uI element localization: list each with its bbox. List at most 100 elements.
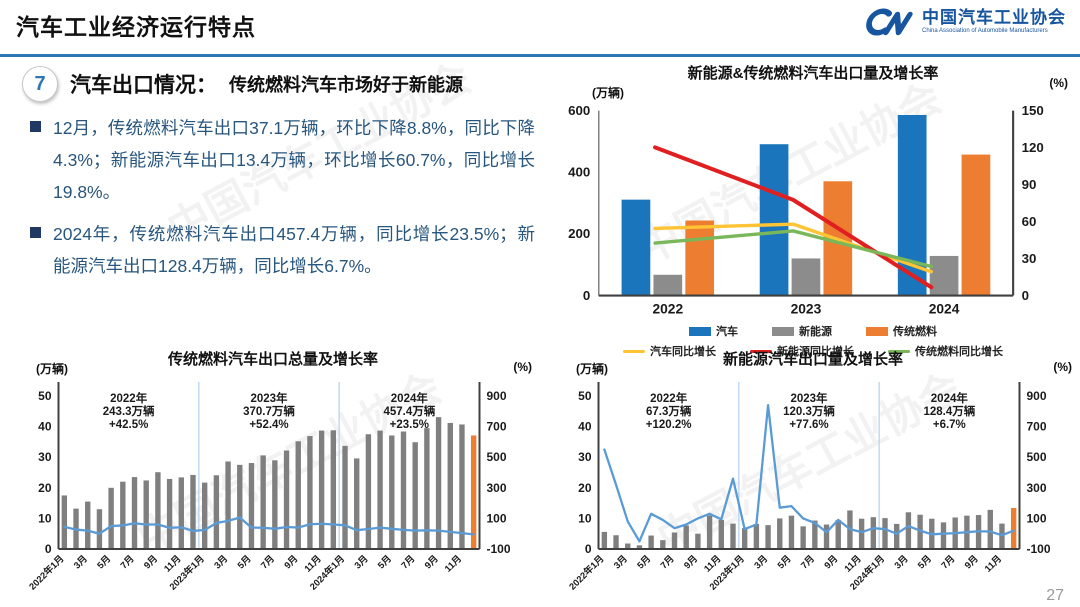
- svg-text:20: 20: [578, 481, 592, 495]
- svg-text:5月: 5月: [776, 553, 793, 570]
- svg-text:120: 120: [1022, 140, 1044, 155]
- legend-swatch-bar: [772, 326, 794, 336]
- svg-text:7月: 7月: [399, 553, 416, 570]
- svg-text:2023: 2023: [791, 301, 822, 317]
- svg-text:20: 20: [38, 481, 52, 495]
- fuel-monthly-plot: 0 10 20 30 40 50 -100 100 300 500 700 900 2022年1月 3月 5…: [27, 382, 511, 592]
- chart-legend: 汽车 新能源 传统燃料 汽车同比增长 新能源同比增长 传统燃料同比增长: [552, 323, 1074, 359]
- legend-item: 传统燃料: [866, 323, 937, 339]
- svg-text:100: 100: [487, 511, 507, 525]
- svg-text:10: 10: [578, 511, 592, 525]
- svg-text:90: 90: [1022, 177, 1037, 192]
- svg-text:60: 60: [1022, 214, 1037, 229]
- legend-item: 汽车同比增长: [623, 343, 716, 359]
- svg-text:600: 600: [568, 103, 590, 118]
- svg-text:9月: 9月: [682, 553, 699, 570]
- legend-item: 新能源: [772, 323, 832, 339]
- svg-text:3月: 3月: [353, 553, 370, 570]
- svg-text:11月: 11月: [302, 553, 323, 574]
- chart-title: 新能源汽车出口量及增长率: [722, 351, 903, 368]
- svg-text:3月: 3月: [612, 553, 629, 570]
- chart-yearly-export: 新能源&传统燃料汽车出口量及增长率 (万辆) (%) 0 200 400 600 0 30…: [552, 62, 1074, 358]
- chart-title: 传统燃料汽车出口总量及增长率: [167, 351, 378, 368]
- svg-text:3月: 3月: [212, 553, 229, 570]
- list-item: 12月，传统燃料汽车出口37.1万辆，环比下降8.8%，同比下降4.3%；新能源…: [30, 112, 535, 208]
- section-heading: 7 汽车出口情况： 传统燃料汽车市场好于新能源: [22, 66, 463, 102]
- svg-text:0: 0: [1022, 288, 1029, 303]
- logo-name-en: China Association of Automobile Manufact…: [922, 28, 1048, 35]
- svg-text:7月: 7月: [939, 553, 956, 570]
- bullet-text: 12月，传统燃料汽车出口37.1万辆，环比下降8.8%，同比下降4.3%；新能源…: [53, 118, 535, 203]
- svg-text:-100: -100: [487, 542, 511, 556]
- svg-text:3月: 3月: [752, 553, 769, 570]
- section-number-badge: 7: [22, 66, 58, 102]
- bullet-square-icon: [30, 121, 41, 132]
- right-axis-unit: (%): [1053, 360, 1072, 374]
- bullet-list: 12月，传统燃料汽车出口37.1万辆，环比下降8.8%，同比下降4.3%；新能源…: [30, 112, 535, 292]
- svg-text:30: 30: [38, 450, 52, 464]
- caam-logo: 中国汽车工业协会 China Association of Automobile…: [863, 5, 1066, 39]
- nev-monthly-plot: 0 10 20 30 40 50 -100 100 300 500 700 900 2022年1月 3月 5…: [567, 382, 1051, 592]
- svg-text:30: 30: [578, 450, 592, 464]
- section-subtitle: 传统燃料汽车市场好于新能源: [229, 75, 463, 95]
- svg-text:0: 0: [585, 542, 592, 556]
- svg-text:3月: 3月: [72, 553, 89, 570]
- page-title: 汽车工业经济运行特点: [16, 14, 256, 40]
- legend-swatch-bar: [689, 326, 711, 336]
- svg-text:150: 150: [1022, 103, 1044, 118]
- svg-text:500: 500: [1027, 450, 1047, 464]
- svg-text:300: 300: [1027, 481, 1047, 495]
- legend-item: 新能源同比增长: [750, 343, 854, 359]
- chart-title: 新能源&传统燃料汽车出口量及增长率: [687, 65, 939, 82]
- svg-text:11月: 11月: [162, 553, 183, 574]
- svg-text:300: 300: [487, 481, 507, 495]
- svg-text:2022年1月: 2022年1月: [567, 553, 606, 592]
- svg-text:40: 40: [38, 420, 52, 434]
- svg-text:500: 500: [487, 450, 507, 464]
- svg-text:9月: 9月: [142, 553, 159, 570]
- svg-text:2024: 2024: [929, 301, 960, 317]
- svg-text:11月: 11月: [702, 553, 723, 574]
- legend-item: 传统燃料同比增长: [888, 343, 1003, 359]
- svg-text:11月: 11月: [443, 553, 464, 574]
- legend-swatch-bar: [866, 326, 888, 336]
- svg-text:7月: 7月: [119, 553, 136, 570]
- svg-text:200: 200: [568, 226, 590, 241]
- svg-text:7月: 7月: [259, 553, 276, 570]
- right-axis-unit: (%): [1049, 76, 1068, 90]
- chart-fuel-monthly: 传统燃料汽车出口总量及增长率 (万辆) (%) 0 10 20 30 40 50 -100 1…: [8, 348, 538, 604]
- svg-text:700: 700: [487, 420, 507, 434]
- svg-text:10: 10: [38, 511, 52, 525]
- svg-text:11月: 11月: [842, 553, 863, 574]
- svg-text:50: 50: [38, 389, 52, 403]
- svg-text:3月: 3月: [893, 553, 910, 570]
- svg-text:7月: 7月: [659, 553, 676, 570]
- svg-text:900: 900: [1027, 389, 1047, 403]
- list-item: 2024年，传统燃料汽车出口457.4万辆，同比增长23.5%；新能源汽车出口1…: [30, 218, 535, 282]
- svg-text:9月: 9月: [963, 553, 980, 570]
- logo-name-cn: 中国汽车工业协会: [922, 8, 1066, 28]
- bullet-square-icon: [30, 227, 41, 239]
- svg-text:9月: 9月: [822, 553, 839, 570]
- header-rule: [0, 54, 1080, 57]
- svg-text:5月: 5月: [916, 553, 933, 570]
- left-axis-unit: (万辆): [592, 86, 624, 100]
- left-axis-unit: (万辆): [576, 362, 608, 376]
- yearly-chart-plot: 0 200 400 600 0 30 60 90 120 150 2022 2023 2024: [568, 103, 1044, 317]
- left-axis-unit: (万辆): [36, 362, 68, 376]
- svg-text:9月: 9月: [423, 553, 440, 570]
- caam-logo-mark: [866, 8, 913, 36]
- svg-text:700: 700: [1027, 420, 1047, 434]
- page-number: 27: [1046, 587, 1064, 604]
- svg-text:400: 400: [568, 165, 590, 180]
- svg-text:5月: 5月: [635, 553, 652, 570]
- svg-text:30: 30: [1022, 251, 1037, 266]
- bullet-text: 2024年，传统燃料汽车出口457.4万辆，同比增长23.5%；新能源汽车出口1…: [53, 224, 535, 277]
